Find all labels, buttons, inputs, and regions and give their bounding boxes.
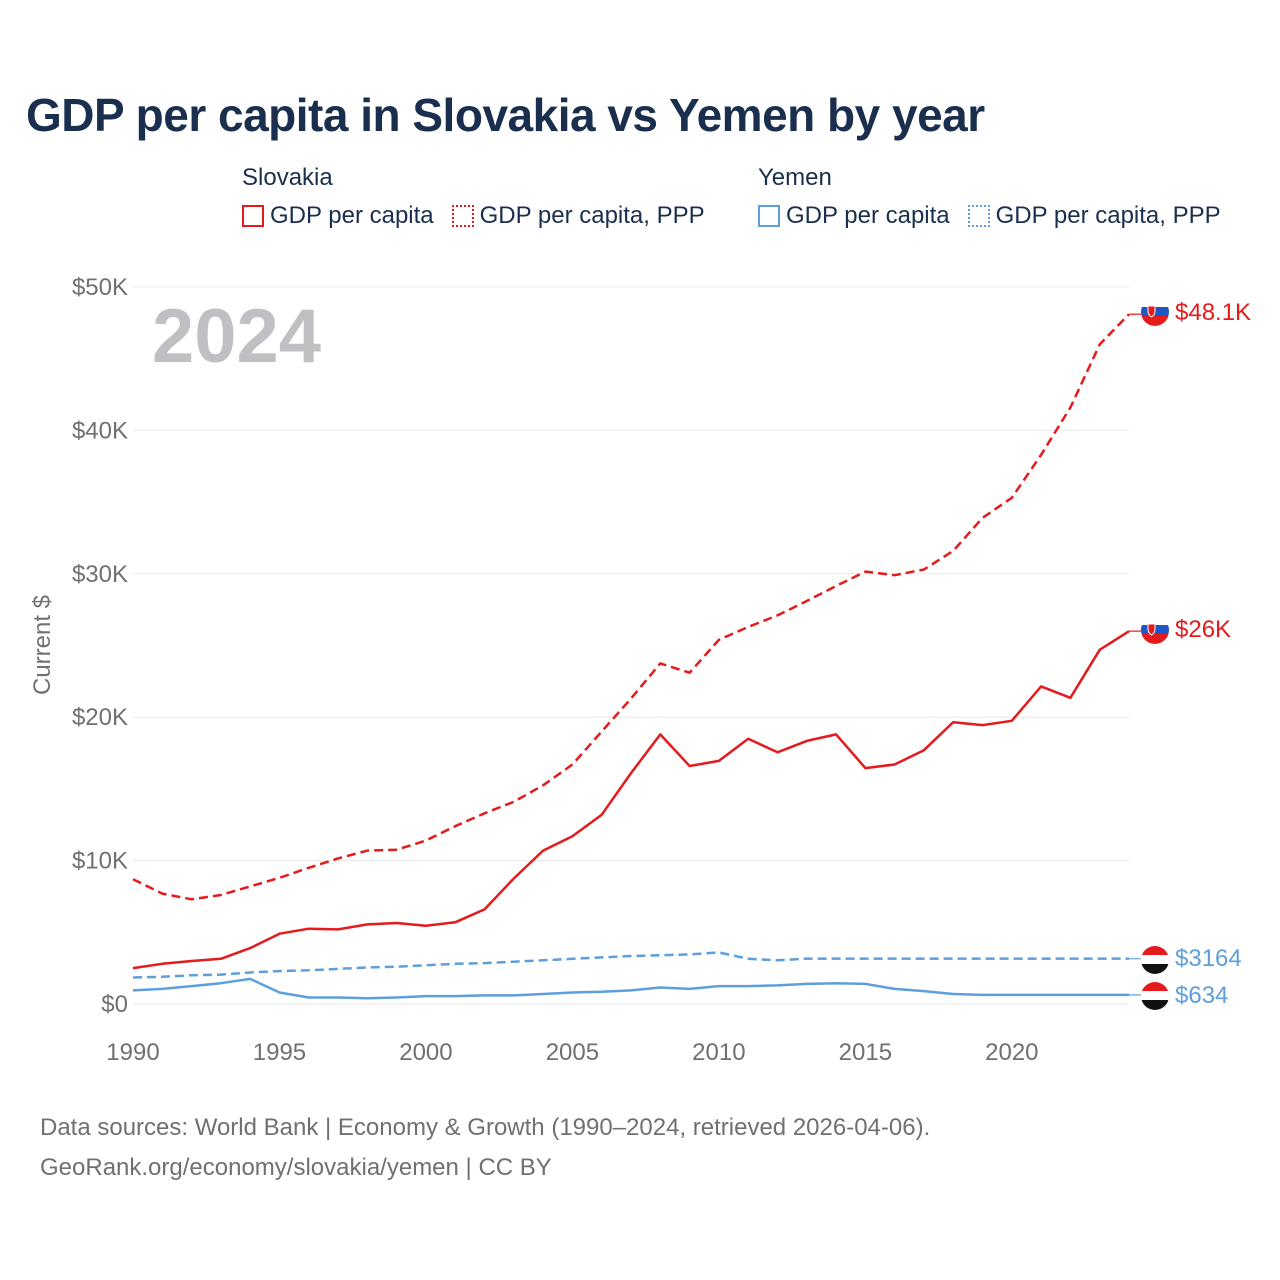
series-line-yemen-ppp[interactable] xyxy=(132,951,1129,979)
legend-country-slovakia: Slovakia xyxy=(242,164,333,191)
year-watermark: 2024 xyxy=(152,294,321,379)
slovakia-flag-icon xyxy=(1141,298,1169,326)
x-tick-label: 2010 xyxy=(692,1039,745,1066)
series-line-slovakia-gdp[interactable] xyxy=(132,630,1130,970)
legend-swatch-dotted-icon xyxy=(967,205,990,227)
legend-item-yemen-gdp[interactable]: GDP per capita xyxy=(758,202,950,230)
y-tick-label: $10K xyxy=(72,848,128,875)
footer-attribution[interactable]: GeoRank.org/economy/slovakia/yemen | CC … xyxy=(40,1154,552,1181)
legend-label: GDP per capita xyxy=(786,202,950,229)
footer: Data sources: World Bank | Economy & Gro… xyxy=(40,1108,930,1188)
x-tick-label: 2020 xyxy=(985,1039,1038,1066)
yemen-flag-icon xyxy=(1141,946,1169,974)
end-label-yemen-gdp-ppp: $3164 xyxy=(1175,945,1242,972)
legend-swatch-solid-icon xyxy=(758,205,780,227)
y-tick-label: $30K xyxy=(72,561,128,588)
y-tick-label: $20K xyxy=(72,704,128,731)
yemen-flag-icon xyxy=(1141,982,1169,1010)
footer-sources: Data sources: World Bank | Economy & Gro… xyxy=(40,1114,931,1141)
legend-group-yemen: Yemen GDP per capita GDP per capita, PPP xyxy=(758,164,1239,230)
line-chart: $0 $10K $20K $30K $40K $50K 1990 1995 2000 2005 20… xyxy=(29,274,1251,1066)
y-tick-label: $50K xyxy=(72,274,128,301)
x-tick-label: 2015 xyxy=(839,1039,892,1066)
x-tick-label: 2005 xyxy=(546,1039,599,1066)
legend-label: GDP per capita, PPP xyxy=(479,202,705,229)
end-label-slovakia-gdp: $26K xyxy=(1175,616,1231,643)
y-tick-label: $40K xyxy=(72,417,128,444)
end-label-yemen-gdp: $634 xyxy=(1175,982,1228,1009)
series-layer xyxy=(132,313,1141,1000)
slovakia-flag-icon xyxy=(1141,616,1169,644)
legend-item-slovakia-gdp-ppp[interactable]: GDP per capita, PPP xyxy=(451,202,705,230)
grid-layer xyxy=(133,286,1129,1005)
x-tick-label: 1995 xyxy=(253,1039,306,1066)
x-tick-label: 2000 xyxy=(399,1039,452,1066)
series-line-slovakia-ppp[interactable] xyxy=(132,313,1130,901)
legend-label: GDP per capita, PPP xyxy=(995,202,1221,229)
legend-swatch-dotted-icon xyxy=(451,205,474,227)
legend-country-yemen: Yemen xyxy=(758,164,832,191)
legend-swatch-solid-icon xyxy=(242,205,264,227)
chart-title: GDP per capita in Slovakia vs Yemen by y… xyxy=(26,89,985,141)
legend-item-slovakia-gdp[interactable]: GDP per capita xyxy=(242,202,434,230)
legend-group-slovakia: Slovakia GDP per capita GDP per capita, … xyxy=(242,164,723,230)
y-tick-label: $0 xyxy=(101,991,128,1018)
y-axis-label: Current $ xyxy=(29,595,56,695)
legend-item-yemen-gdp-ppp[interactable]: GDP per capita, PPP xyxy=(967,202,1221,230)
x-tick-label: 1990 xyxy=(106,1039,159,1066)
end-label-slovakia-gdp-ppp: $48.1K xyxy=(1175,299,1251,326)
axis-layer: $0 $10K $20K $30K $40K $50K 1990 1995 2000 2005 20… xyxy=(72,274,1039,1066)
legend-label: GDP per capita xyxy=(270,202,434,229)
series-line-yemen-gdp[interactable] xyxy=(132,977,1129,1000)
